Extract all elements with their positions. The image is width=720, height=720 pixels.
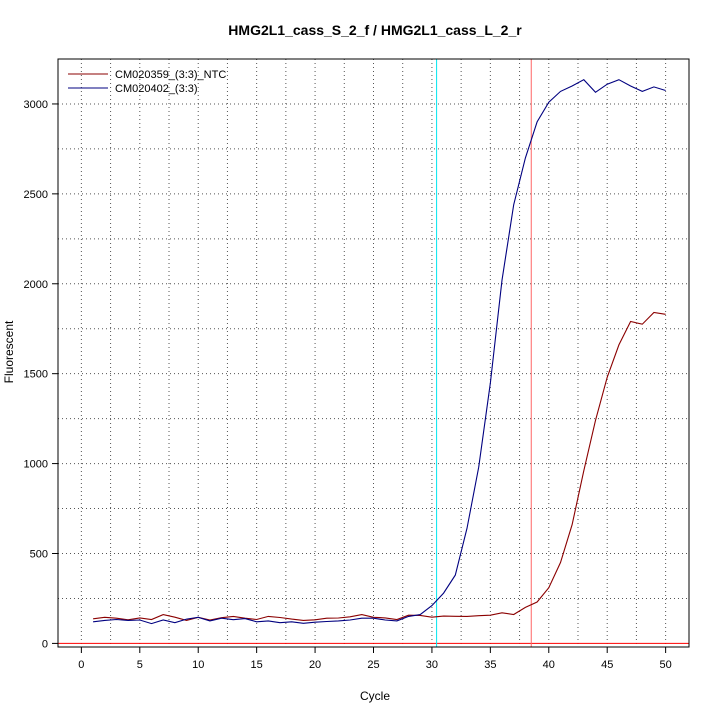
x-tick-label: 50 <box>660 659 672 671</box>
x-tick-label: 30 <box>426 659 438 671</box>
x-tick-label: 40 <box>543 659 555 671</box>
y-axis-ticks: 0 500 1000 1500 2000 2500 3000 <box>24 99 58 650</box>
y-tick-label: 1000 <box>24 459 48 471</box>
y-tick-label: 3000 <box>24 99 48 111</box>
x-tick-label: 5 <box>137 659 143 671</box>
x-tick-label: 20 <box>309 659 321 671</box>
y-axis-label: Fluorescent <box>2 320 16 383</box>
x-tick-label: 15 <box>251 659 263 671</box>
x-tick-label: 25 <box>367 659 379 671</box>
series-line-0 <box>93 311 666 621</box>
chart-title: HMG2L1_cass_S_2_f / HMG2L1_cass_L_2_r <box>228 22 522 38</box>
x-axis-label: Cycle <box>360 689 390 703</box>
y-tick-label: 500 <box>30 548 48 560</box>
x-tick-label: 35 <box>484 659 496 671</box>
x-tick-label: 10 <box>192 659 204 671</box>
series-lines <box>93 79 666 625</box>
y-tick-label: 2500 <box>24 189 48 201</box>
legend-label-sample: CM020402_(3:3) <box>115 83 198 95</box>
y-tick-label: 2000 <box>24 279 48 291</box>
x-tick-label: 45 <box>601 659 613 671</box>
x-tick-label: 0 <box>78 659 84 671</box>
legend-label-ntc: CM020359_(3:3)_NTC <box>115 69 226 81</box>
x-axis-ticks: 0 5 10 15 20 25 30 35 40 45 50 <box>78 647 672 671</box>
grid <box>58 58 689 647</box>
vertical-markers <box>436 59 532 647</box>
legend: CM020359_(3:3)_NTC CM020402_(3:3) <box>68 69 226 95</box>
series-line-1 <box>93 79 666 625</box>
y-tick-label: 0 <box>42 638 48 650</box>
y-tick-label: 1500 <box>24 369 48 381</box>
